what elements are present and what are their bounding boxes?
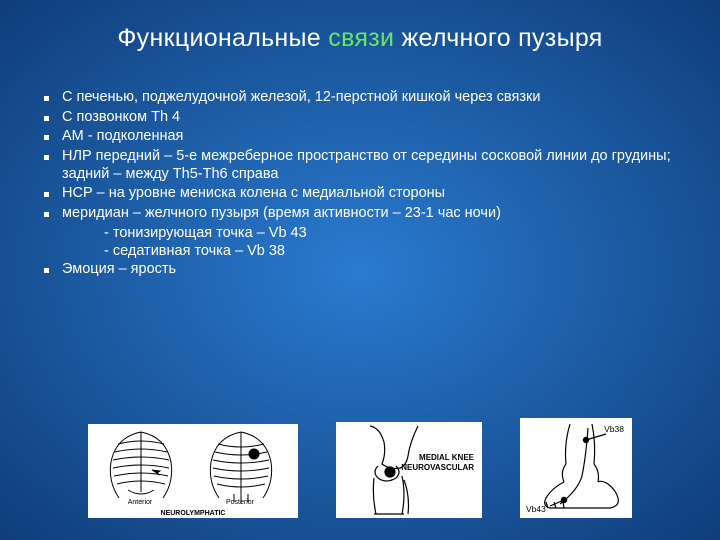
- bullet-item: Эмоция – ярость: [44, 261, 680, 279]
- bullet-item: НСР – на уровне мениска колена с медиаль…: [44, 185, 680, 203]
- slide-title: Функциональные связи желчного пузыря: [40, 24, 680, 53]
- bullet-list: С печенью, поджелудочной железой, 12-пер…: [40, 89, 680, 223]
- label-vb43: Vb43: [526, 504, 546, 514]
- label-knee-top: MEDIAL KNEE: [419, 453, 475, 462]
- title-pre: Функциональные: [117, 24, 328, 52]
- bullet-item: АМ - подколенная: [44, 128, 680, 146]
- image-neurolymphatic: Anterior Posterior NEUROLYMPHATIC: [88, 424, 298, 518]
- image-knee: MEDIAL KNEE NEUROVASCULAR: [336, 422, 482, 518]
- sub-line: - седативная точка – Vb 38: [40, 243, 680, 259]
- bullet-item: С позвонком Th 4: [44, 109, 680, 127]
- bullet-item: меридиан – желчного пузыря (время активн…: [44, 205, 680, 223]
- bullet-item: С печенью, поджелудочной железой, 12-пер…: [44, 89, 680, 107]
- title-post: желчного пузыря: [394, 24, 602, 52]
- sub-line: - тонизирующая точка – Vb 43: [40, 225, 680, 241]
- label-vb38: Vb38: [604, 424, 624, 434]
- label-knee-bottom: NEUROVASCULAR: [401, 463, 474, 472]
- slide: Функциональные связи желчного пузыря С п…: [0, 0, 720, 540]
- label-anterior: Anterior: [128, 499, 153, 506]
- label-posterior: Posterior: [226, 499, 255, 506]
- bullet-item: НЛР передний – 5-е межреберное пространс…: [44, 148, 680, 183]
- title-accent: связи: [328, 24, 394, 52]
- image-foot: Vb38 Vb43: [520, 418, 632, 518]
- images-row: Anterior Posterior NEUROLYMPHATIC: [0, 418, 720, 518]
- bullet-list-tail: Эмоция – ярость: [40, 261, 680, 279]
- caption-neurolymphatic: NEUROLYMPHATIC: [161, 510, 226, 517]
